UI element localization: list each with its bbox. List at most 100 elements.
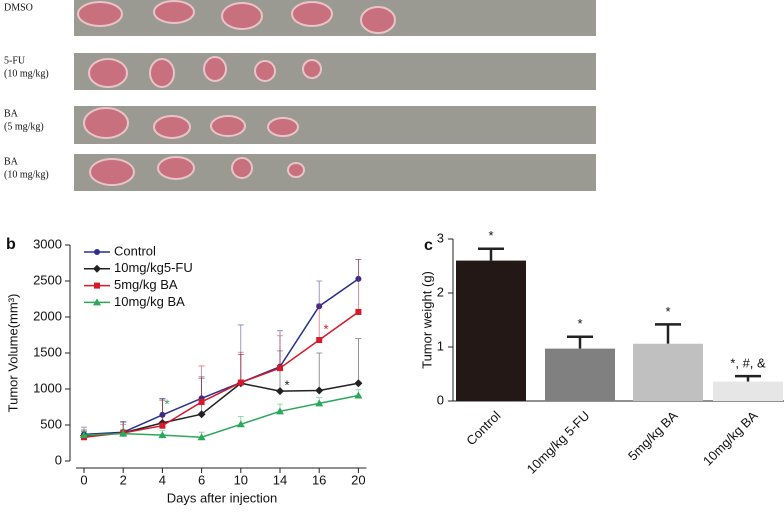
error-bar [237,351,244,383]
y-tick-label: 3 [437,230,444,245]
marker [158,431,167,439]
marker [94,282,100,289]
legend-label: 5mg/kg BA [114,277,178,292]
bar [545,348,615,401]
x-tick-label: Control [463,408,503,448]
y-tick-label: 2500 [33,272,62,287]
y-axis-title: Tumor Volume(mm³) [5,294,20,413]
legend-label: 10mg/kg BA [114,294,185,309]
annotation: * [323,321,328,336]
tumor [77,1,123,27]
photo-strip [74,154,596,191]
marker [316,337,323,344]
bar [713,381,783,401]
row-label: DMSO [4,2,33,13]
error-bar [316,303,323,341]
annotation: *, #, & [730,356,766,371]
row-dose: (5 mg/kg) [4,121,44,132]
x-tick-label: 2 [120,472,127,487]
panel-label: c [424,237,433,254]
tumor [267,117,299,137]
row-label: BA [4,108,19,119]
tumor [360,6,396,34]
marker [93,298,101,306]
y-tick-label: 2000 [33,308,62,323]
marker [159,422,166,429]
y-tick-label: 1000 [33,380,62,395]
marker [276,387,284,396]
x-tick-label: 16 [312,472,326,487]
marker [355,308,362,315]
series-line [83,278,359,436]
row-dose: (10 mg/kg) [4,68,49,79]
annotation: * [577,316,582,331]
legend-label: Control [114,243,156,258]
tumor [83,107,129,139]
y-tick-label: 1500 [33,344,62,359]
marker [236,420,245,428]
series-line [83,311,359,438]
y-tick-label: 0 [55,452,62,467]
error-bar [198,365,205,402]
y-tick-label: 1 [437,338,444,353]
marker [197,433,206,441]
photo-strip [74,106,596,144]
tumor [221,2,263,30]
panel-label: b [6,236,16,253]
x-tick-label: 10mg/kg 5-FU [524,408,593,477]
tumor [203,56,227,82]
error-bar [567,335,593,349]
tumor [291,1,333,27]
tumor [231,157,253,179]
x-tick-label: 20 [351,472,365,487]
series-line [83,394,359,438]
error-bar [478,247,504,261]
photo-strip [74,0,596,36]
y-tick-label: 500 [40,416,62,431]
tumor [287,162,305,178]
row-dose: (10 mg/kg) [4,169,49,180]
marker [354,379,363,388]
y-tick-label: 0 [437,392,444,407]
y-axis-title: Tumor weight (g) [419,271,434,369]
marker [93,264,101,273]
annotation: * [284,377,289,392]
error-bar [355,259,362,312]
tumor [153,115,191,139]
x-axis-title: Days after injection [167,490,278,505]
error-bar [316,280,323,307]
y-tick-label: 2 [437,284,444,299]
marker [197,410,206,419]
x-tick-label: 10mg/kg BA [700,408,761,469]
tumor [302,59,322,79]
marker [198,398,205,405]
tumor [153,0,195,24]
tumor [149,58,175,88]
marker [94,249,100,255]
tumor [157,156,195,180]
tumor [210,115,246,137]
marker [315,399,324,407]
error-bar [735,374,761,382]
bar [456,260,526,401]
annotation: * [164,396,169,411]
bar [633,343,703,401]
marker [315,386,324,395]
x-tick-label: 5mg/kg BA [625,408,681,464]
error-bar [655,323,681,344]
error-bar [277,335,283,369]
tumor [89,158,135,186]
row-label: BA [4,156,19,167]
marker [237,379,244,386]
error-bar [355,338,362,384]
y-tick-label: 3000 [33,236,62,251]
tumor [88,58,128,88]
marker [277,365,283,372]
marker [119,429,128,437]
annotation: * [488,228,493,243]
x-tick-label: 10 [234,472,248,487]
error-bar [316,352,323,391]
x-tick-label: 4 [159,472,166,487]
x-tick-label: 0 [80,472,87,487]
